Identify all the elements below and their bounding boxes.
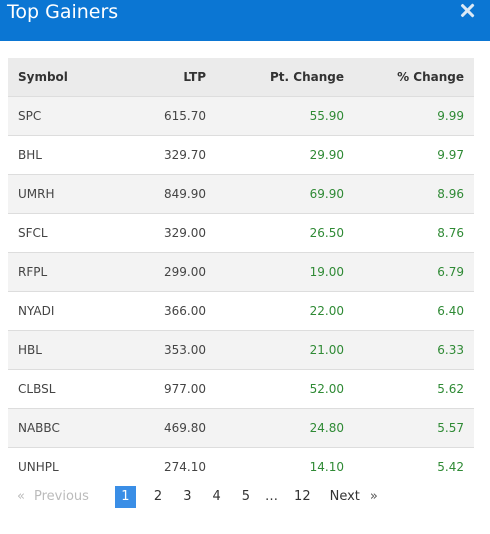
cell-pct-change: 8.76	[437, 225, 464, 240]
cell-symbol[interactable]: BHL	[18, 147, 42, 162]
page-link-12[interactable]: 12	[294, 489, 311, 504]
table-row[interactable]: BHL 329.70 29.90 9.97	[8, 135, 474, 174]
cell-pct-change: 9.99	[437, 108, 464, 123]
column-header-pt-change[interactable]: Pt. Change	[270, 69, 344, 84]
table-row[interactable]: UNHPL 274.10 14.10 5.42	[8, 447, 474, 486]
cell-pct-change: 5.42	[437, 459, 464, 474]
cell-pt-change: 14.10	[309, 459, 344, 474]
cell-pt-change: 55.90	[309, 108, 344, 123]
close-icon[interactable]	[460, 3, 475, 18]
table-row[interactable]: CLBSL 977.00 52.00 5.62	[8, 369, 474, 408]
column-header-symbol[interactable]: Symbol	[18, 69, 68, 84]
table-body: SPC 615.70 55.90 9.99 BHL 329.70 29.90 9…	[8, 96, 474, 486]
table-row[interactable]: RFPL 299.00 19.00 6.79	[8, 252, 474, 291]
cell-symbol[interactable]: CLBSL	[18, 381, 56, 396]
cell-pt-change: 19.00	[309, 264, 344, 279]
cell-symbol[interactable]: HBL	[18, 342, 42, 357]
table-row[interactable]: SPC 615.70 55.90 9.99	[8, 96, 474, 135]
gainers-table: Symbol LTP Pt. Change % Change SPC 615.7…	[8, 58, 474, 486]
table-row[interactable]: UMRH 849.90 69.90 8.96	[8, 174, 474, 213]
cell-pt-change: 29.90	[309, 147, 344, 162]
cell-pt-change: 24.80	[309, 420, 344, 435]
cell-ltp: 615.70	[164, 108, 206, 123]
page-link-5[interactable]: 5	[241, 489, 251, 504]
cell-symbol[interactable]: UNHPL	[18, 459, 59, 474]
table-row[interactable]: SFCL 329.00 26.50 8.76	[8, 213, 474, 252]
cell-symbol[interactable]: NABBC	[18, 420, 60, 435]
cell-pct-change: 5.62	[437, 381, 464, 396]
cell-ltp: 977.00	[164, 381, 206, 396]
pagination: « Previous 1 2 3 4 5 … 12 Next »	[8, 486, 378, 508]
cell-symbol[interactable]: RFPL	[18, 264, 48, 279]
cell-ltp: 469.80	[164, 420, 206, 435]
cell-ltp: 329.70	[164, 147, 206, 162]
table-row[interactable]: NYADI 366.00 22.00 6.40	[8, 291, 474, 330]
previous-arrow-icon: «	[17, 489, 25, 504]
page-link-3[interactable]: 3	[183, 489, 192, 504]
cell-pct-change: 6.79	[437, 264, 464, 279]
cell-pct-change: 5.57	[437, 420, 464, 435]
cell-ltp: 274.10	[164, 459, 206, 474]
cell-pct-change: 6.33	[437, 342, 464, 357]
cell-pt-change: 52.00	[309, 381, 344, 396]
cell-ltp: 366.00	[164, 303, 206, 318]
column-header-pct-change[interactable]: % Change	[397, 69, 464, 84]
table-row[interactable]: NABBC 469.80 24.80 5.57	[8, 408, 474, 447]
pagination-ellipsis: …	[265, 489, 279, 504]
cell-pct-change: 8.96	[437, 186, 464, 201]
cell-pt-change: 26.50	[309, 225, 344, 240]
next-page-link[interactable]: Next	[329, 489, 360, 504]
next-arrow-icon[interactable]: »	[369, 489, 378, 504]
table-row[interactable]: HBL 353.00 21.00 6.33	[8, 330, 474, 369]
page-link-1[interactable]: 1	[114, 486, 136, 508]
cell-pt-change: 22.00	[309, 303, 344, 318]
cell-ltp: 329.00	[164, 225, 206, 240]
cell-symbol[interactable]: SPC	[18, 108, 42, 123]
cell-symbol[interactable]: SFCL	[18, 225, 48, 240]
modal-header: Top Gainers	[0, 0, 490, 41]
page-link-2[interactable]: 2	[153, 489, 163, 504]
previous-page-link[interactable]: Previous	[33, 489, 89, 504]
modal-title: Top Gainers	[7, 1, 119, 23]
cell-symbol[interactable]: UMRH	[18, 186, 55, 201]
page-link-4[interactable]: 4	[212, 489, 221, 504]
cell-ltp: 353.00	[164, 342, 206, 357]
gainers-table-container: Symbol LTP Pt. Change % Change SPC 615.7…	[8, 58, 474, 486]
column-header-ltp[interactable]: LTP	[183, 69, 206, 84]
cell-pt-change: 69.90	[309, 186, 344, 201]
table-header-row: Symbol LTP Pt. Change % Change	[8, 58, 474, 96]
cell-symbol[interactable]: NYADI	[18, 303, 55, 318]
cell-ltp: 849.90	[164, 186, 206, 201]
cell-pct-change: 6.40	[437, 303, 464, 318]
cell-pct-change: 9.97	[437, 147, 464, 162]
cell-pt-change: 21.00	[309, 342, 344, 357]
cell-ltp: 299.00	[164, 264, 206, 279]
